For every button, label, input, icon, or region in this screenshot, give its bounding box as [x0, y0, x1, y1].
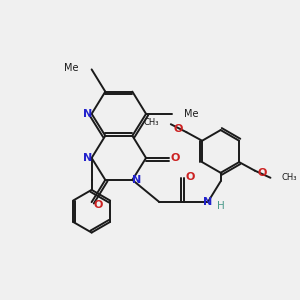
- Text: Me: Me: [64, 63, 79, 73]
- Text: O: O: [174, 124, 183, 134]
- Text: N: N: [83, 153, 92, 163]
- Text: Me: Me: [184, 109, 198, 119]
- Text: CH₃: CH₃: [143, 118, 159, 127]
- Text: N: N: [132, 175, 141, 185]
- Text: O: O: [185, 172, 195, 182]
- Text: CH₃: CH₃: [281, 173, 297, 182]
- Text: O: O: [93, 200, 103, 210]
- Text: O: O: [257, 169, 267, 178]
- Text: O: O: [171, 153, 180, 163]
- Text: H: H: [217, 200, 224, 211]
- Text: N: N: [203, 196, 212, 206]
- Text: N: N: [83, 109, 92, 119]
